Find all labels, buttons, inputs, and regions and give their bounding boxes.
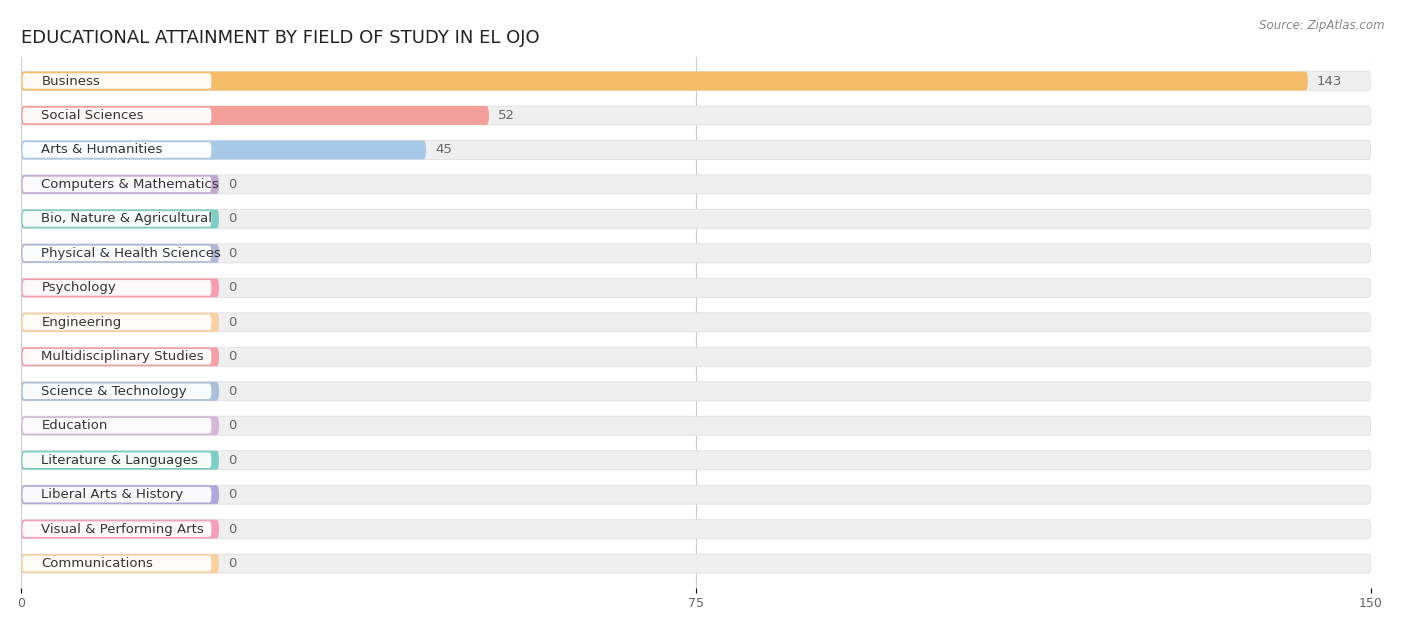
Text: EDUCATIONAL ATTAINMENT BY FIELD OF STUDY IN EL OJO: EDUCATIONAL ATTAINMENT BY FIELD OF STUDY…	[21, 29, 540, 47]
Text: Physical & Health Sciences: Physical & Health Sciences	[41, 247, 221, 260]
FancyBboxPatch shape	[21, 520, 219, 538]
FancyBboxPatch shape	[21, 175, 1371, 194]
FancyBboxPatch shape	[21, 244, 1371, 263]
FancyBboxPatch shape	[21, 313, 1371, 332]
FancyBboxPatch shape	[22, 73, 211, 88]
Text: 52: 52	[498, 109, 515, 122]
FancyBboxPatch shape	[21, 451, 1371, 470]
Text: 0: 0	[228, 178, 236, 191]
FancyBboxPatch shape	[21, 244, 219, 263]
FancyBboxPatch shape	[21, 485, 219, 504]
FancyBboxPatch shape	[22, 142, 211, 158]
Text: 0: 0	[228, 557, 236, 570]
FancyBboxPatch shape	[21, 348, 1371, 367]
FancyBboxPatch shape	[21, 416, 219, 435]
Text: Liberal Arts & History: Liberal Arts & History	[41, 488, 184, 501]
Text: 0: 0	[228, 316, 236, 329]
FancyBboxPatch shape	[22, 280, 211, 296]
Text: 0: 0	[228, 247, 236, 260]
Text: Source: ZipAtlas.com: Source: ZipAtlas.com	[1260, 19, 1385, 32]
FancyBboxPatch shape	[21, 209, 1371, 228]
FancyBboxPatch shape	[22, 453, 211, 468]
Text: 0: 0	[228, 350, 236, 363]
Text: 0: 0	[228, 419, 236, 432]
Text: Computers & Mathematics: Computers & Mathematics	[41, 178, 219, 191]
FancyBboxPatch shape	[21, 106, 489, 125]
FancyBboxPatch shape	[22, 177, 211, 192]
Text: Bio, Nature & Agricultural: Bio, Nature & Agricultural	[41, 212, 212, 226]
FancyBboxPatch shape	[21, 140, 426, 159]
Text: Arts & Humanities: Arts & Humanities	[41, 143, 163, 157]
FancyBboxPatch shape	[22, 384, 211, 399]
FancyBboxPatch shape	[21, 554, 1371, 573]
Text: Communications: Communications	[41, 557, 153, 570]
FancyBboxPatch shape	[21, 278, 219, 297]
Text: Psychology: Psychology	[41, 281, 117, 295]
Text: Visual & Performing Arts: Visual & Performing Arts	[41, 523, 204, 536]
FancyBboxPatch shape	[21, 140, 1371, 159]
FancyBboxPatch shape	[21, 416, 1371, 435]
FancyBboxPatch shape	[21, 106, 1371, 125]
FancyBboxPatch shape	[22, 418, 211, 434]
FancyBboxPatch shape	[22, 487, 211, 502]
FancyBboxPatch shape	[22, 521, 211, 537]
FancyBboxPatch shape	[21, 175, 219, 194]
FancyBboxPatch shape	[21, 313, 219, 332]
Text: Engineering: Engineering	[41, 316, 121, 329]
FancyBboxPatch shape	[22, 349, 211, 365]
Text: 0: 0	[228, 488, 236, 501]
Text: 0: 0	[228, 212, 236, 226]
FancyBboxPatch shape	[21, 71, 1371, 90]
Text: Literature & Languages: Literature & Languages	[41, 454, 198, 466]
FancyBboxPatch shape	[21, 71, 1308, 90]
FancyBboxPatch shape	[22, 107, 211, 123]
Text: 0: 0	[228, 281, 236, 295]
FancyBboxPatch shape	[21, 451, 219, 470]
Text: Science & Technology: Science & Technology	[41, 385, 187, 398]
FancyBboxPatch shape	[21, 485, 1371, 504]
FancyBboxPatch shape	[22, 246, 211, 261]
FancyBboxPatch shape	[22, 556, 211, 571]
Text: 0: 0	[228, 523, 236, 536]
Text: Social Sciences: Social Sciences	[41, 109, 143, 122]
Text: 0: 0	[228, 454, 236, 466]
FancyBboxPatch shape	[22, 211, 211, 227]
FancyBboxPatch shape	[21, 382, 1371, 401]
FancyBboxPatch shape	[22, 315, 211, 330]
FancyBboxPatch shape	[21, 209, 219, 228]
FancyBboxPatch shape	[21, 520, 1371, 538]
FancyBboxPatch shape	[21, 554, 219, 573]
Text: Education: Education	[41, 419, 108, 432]
FancyBboxPatch shape	[21, 382, 219, 401]
Text: 0: 0	[228, 385, 236, 398]
Text: 143: 143	[1317, 75, 1343, 87]
FancyBboxPatch shape	[21, 348, 219, 367]
FancyBboxPatch shape	[21, 278, 1371, 297]
Text: 45: 45	[434, 143, 451, 157]
Text: Multidisciplinary Studies: Multidisciplinary Studies	[41, 350, 204, 363]
Text: Business: Business	[41, 75, 100, 87]
